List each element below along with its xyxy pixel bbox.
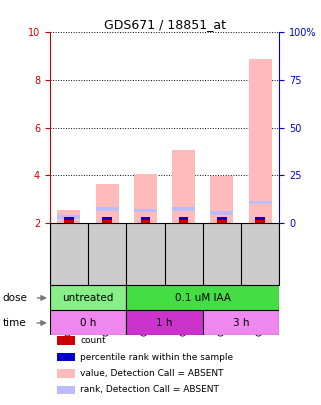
Text: value, Detection Call = ABSENT: value, Detection Call = ABSENT	[80, 369, 224, 378]
Bar	[134, 209, 157, 212]
Text: untreated: untreated	[62, 293, 114, 303]
Title: GDS671 / 18851_at: GDS671 / 18851_at	[103, 18, 226, 31]
Text: count: count	[80, 336, 106, 345]
Bar	[56, 337, 74, 345]
Text: 0.1 uM IAA: 0.1 uM IAA	[175, 293, 231, 303]
Bar	[50, 286, 126, 311]
Text: dose: dose	[2, 293, 27, 303]
Bar	[57, 215, 80, 219]
Bar	[217, 217, 227, 220]
Text: rank, Detection Call = ABSENT: rank, Detection Call = ABSENT	[80, 385, 219, 394]
Text: percentile rank within the sample: percentile rank within the sample	[80, 353, 233, 362]
Bar	[102, 220, 112, 223]
Bar	[141, 220, 150, 223]
Bar	[172, 150, 195, 223]
Bar	[64, 217, 74, 220]
Bar	[172, 207, 195, 211]
Bar	[134, 174, 157, 223]
Bar	[211, 211, 233, 215]
Bar	[126, 286, 279, 311]
Bar	[126, 311, 203, 335]
Bar	[249, 59, 272, 223]
Bar	[56, 386, 74, 394]
Bar	[50, 311, 126, 335]
Bar	[256, 217, 265, 220]
Bar	[179, 220, 188, 223]
Bar	[249, 201, 272, 205]
Text: time: time	[3, 318, 27, 328]
Bar	[96, 183, 118, 223]
Text: 3 h: 3 h	[233, 318, 249, 328]
Bar	[179, 217, 188, 220]
Text: 1 h: 1 h	[156, 318, 173, 328]
Bar	[102, 217, 112, 220]
Bar	[57, 210, 80, 223]
Bar	[203, 311, 279, 335]
Bar	[56, 369, 74, 378]
Bar	[217, 220, 227, 223]
Bar	[141, 217, 150, 220]
Bar	[211, 177, 233, 223]
Bar	[256, 220, 265, 223]
Text: 0 h: 0 h	[80, 318, 96, 328]
Bar	[64, 220, 74, 223]
Bar	[56, 353, 74, 361]
Bar	[96, 207, 118, 211]
